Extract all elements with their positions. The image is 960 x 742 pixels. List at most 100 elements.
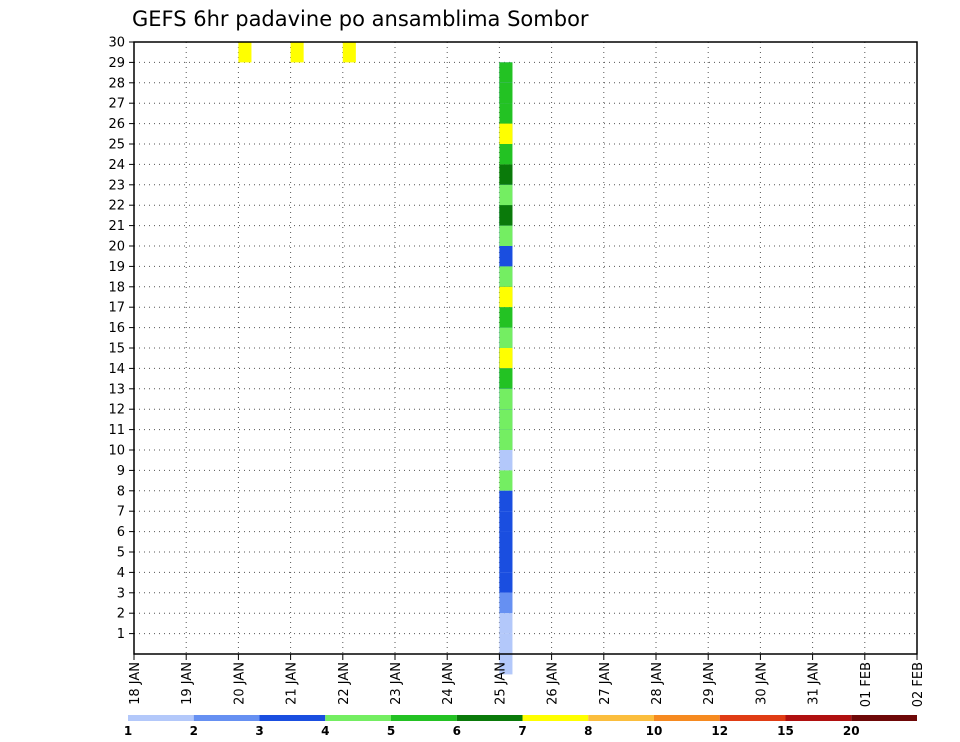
y-tick-label: 14 (108, 362, 125, 377)
y-axis-ticks: 1234567891011121314151617181920212223242… (108, 36, 134, 642)
heatmap-cell (499, 633, 513, 654)
heatmap-cell (499, 144, 513, 165)
y-tick-label: 3 (117, 586, 125, 601)
colorbar-label: 2 (190, 724, 198, 738)
x-tick-label: 23 JAN (389, 662, 404, 705)
heatmap-cell (499, 429, 513, 450)
colorbar-swatch (259, 715, 326, 721)
y-tick-label: 23 (108, 178, 125, 193)
x-tick-label: 24 JAN (441, 662, 456, 705)
heatmap-cell (499, 266, 513, 287)
heatmap-cell (342, 42, 356, 63)
y-tick-label: 22 (108, 199, 125, 214)
heatmap-cell (499, 368, 513, 389)
chart-title: GEFS 6hr padavine po ansamblima Sombor (132, 7, 589, 31)
colorbar-swatch (193, 715, 260, 721)
colorbar-label: 15 (777, 724, 794, 738)
y-tick-label: 13 (108, 382, 125, 397)
data-cells (238, 42, 513, 675)
heatmap-cell (499, 388, 513, 410)
y-tick-label: 2 (117, 607, 125, 622)
y-tick-label: 30 (108, 36, 125, 51)
x-tick-label: 26 JAN (546, 662, 561, 705)
x-tick-label: 20 JAN (232, 662, 247, 705)
y-tick-label: 12 (108, 403, 125, 418)
y-tick-label: 26 (108, 117, 125, 132)
heatmap-cell (499, 511, 513, 532)
colorbar-label: 7 (518, 724, 526, 738)
heatmap-cell (499, 531, 513, 552)
x-tick-label: 27 JAN (598, 662, 613, 705)
colorbar-label: 8 (584, 724, 592, 738)
y-tick-label: 20 (108, 240, 125, 255)
y-tick-label: 24 (108, 158, 125, 173)
y-tick-label: 9 (117, 464, 125, 479)
heatmap-cell (499, 62, 513, 83)
colorbar-swatch (128, 715, 194, 721)
colorbar-label: 10 (646, 724, 663, 738)
colorbar-swatch (456, 715, 523, 721)
y-tick-label: 7 (117, 505, 125, 520)
y-tick-label: 1 (117, 627, 125, 642)
y-tick-label: 11 (108, 423, 125, 438)
heatmap-cell (499, 82, 513, 104)
x-tick-label: 18 JAN (128, 662, 143, 705)
grid-lines (134, 42, 917, 654)
heatmap-cell (499, 552, 513, 573)
colorbar-swatch (325, 715, 391, 721)
x-tick-label: 22 JAN (337, 662, 352, 705)
heatmap-cell (499, 572, 513, 593)
y-tick-label: 29 (108, 56, 125, 71)
y-tick-label: 25 (108, 138, 125, 153)
colorbar-label: 12 (711, 724, 728, 738)
colorbar-swatch (588, 715, 654, 721)
heatmap-cell (499, 123, 513, 144)
heatmap-cell (499, 490, 513, 512)
heatmap-cell (499, 286, 513, 308)
heatmap-cell (499, 470, 513, 491)
colorbar-swatch (522, 715, 589, 721)
colorbar-label: 6 (453, 724, 461, 738)
heatmap-cell (499, 246, 513, 267)
y-tick-label: 10 (108, 444, 125, 459)
colorbar-label: 4 (321, 724, 329, 738)
heatmap-cell (499, 327, 513, 348)
y-tick-label: 28 (108, 76, 125, 91)
heatmap-cell (499, 103, 513, 124)
colorbar-swatch (391, 715, 457, 721)
y-tick-label: 27 (108, 97, 125, 112)
y-tick-label: 5 (117, 546, 125, 561)
x-tick-label: 28 JAN (650, 662, 665, 705)
heatmap-cell (499, 205, 513, 226)
colorbar-label: 3 (255, 724, 263, 738)
colorbar-label: 20 (843, 724, 860, 738)
y-tick-label: 21 (108, 219, 125, 234)
heatmap-cell (499, 613, 513, 634)
x-tick-label: 25 JAN (493, 662, 508, 705)
colorbar: 1 2 3 4 5 6 7 8 10 12 15 20 (124, 715, 917, 738)
x-tick-label: 31 JAN (807, 662, 822, 705)
y-tick-label: 8 (117, 484, 125, 499)
y-tick-label: 15 (108, 342, 125, 357)
heatmap-cell (238, 42, 252, 63)
heatmap-cell (290, 42, 304, 63)
colorbar-swatch (785, 715, 852, 721)
x-tick-label: 30 JAN (754, 662, 769, 705)
heatmap-cell (499, 307, 513, 328)
y-tick-label: 6 (117, 525, 125, 540)
x-tick-label: 19 JAN (180, 662, 195, 705)
heatmap-cell (499, 164, 513, 185)
heatmap-cell (499, 348, 513, 369)
heatmap-cell (499, 184, 513, 206)
colorbar-swatch (719, 715, 786, 721)
colorbar-label: 5 (387, 724, 395, 738)
heatmap-cell (499, 592, 513, 614)
y-tick-label: 4 (117, 566, 125, 581)
y-tick-label: 17 (108, 301, 125, 316)
y-tick-label: 16 (108, 321, 125, 336)
heatmap-cell (499, 450, 513, 471)
x-axis-ticks: 18 JAN 19 JAN 20 JAN 21 JAN 22 JAN 23 JAN 24 J… (128, 654, 926, 707)
colorbar-swatch (654, 715, 720, 721)
heatmap-cell (499, 409, 513, 430)
